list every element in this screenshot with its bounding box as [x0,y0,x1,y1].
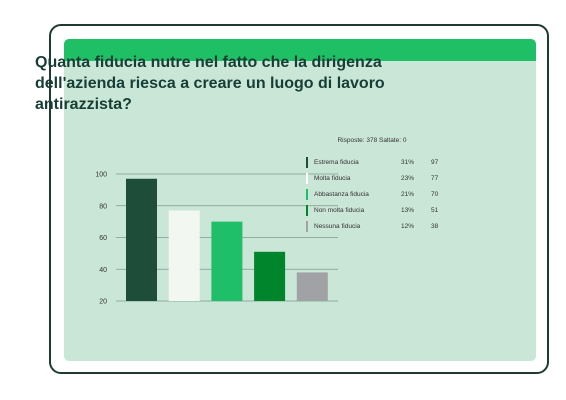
y-tick-label: 40 [99,267,107,274]
legend-row: Non molta fiducia 13% 51 [306,204,456,220]
legend-row: Estrema fiducia 31% 97 [306,156,456,172]
y-tick-label: 100 [95,172,107,179]
legend-label: Estrema fiducia [314,159,359,166]
y-tick-label: 60 [99,235,107,242]
legend: Risposte: 378 Saltate: 0 Estrema fiducia… [306,137,456,236]
legend-label: Non molta fiducia [314,207,365,214]
bar[interactable] [168,210,200,301]
legend-count: 51 [431,207,439,214]
legend-swatch [306,205,308,216]
card-header-bar [64,39,536,61]
legend-percentage: 23% [401,175,415,182]
legend-row: Abbastanza fiducia 21% 70 [306,188,456,204]
legend-count: 97 [431,159,439,166]
legend-label: Abbastanza fiducia [314,191,369,198]
bar[interactable] [211,221,243,301]
legend-count: 38 [431,223,439,230]
bar[interactable] [126,178,157,301]
legend-percentage: 12% [401,223,415,230]
legend-count: 77 [431,175,439,182]
question-title: Quanta fiducia nutre nel fatto che la di… [35,54,385,113]
bar[interactable] [254,251,286,301]
bar[interactable] [296,272,328,301]
legend-percentage: 21% [401,191,415,198]
legend-row: Nessuna fiducia 12% 38 [306,220,456,236]
legend-swatch [306,157,308,168]
legend-percentage: 13% [401,207,415,214]
legend-label: Nessuna fiducia [314,223,361,230]
legend-percentage: 31% [401,159,415,166]
legend-swatch [306,173,308,184]
legend-rows: Estrema fiducia 31% 97 Molta fiducia 23% 77 Ab… [306,156,456,236]
y-tick-label: 20 [99,299,107,306]
legend-label: Molta fiducia [314,175,351,182]
response-summary: Risposte: 378 Saltate: 0 [337,137,407,144]
legend-swatch [306,189,308,200]
legend-count: 70 [431,191,439,198]
legend-row: Molta fiducia 23% 77 [306,172,456,188]
y-tick-label: 80 [99,203,107,210]
legend-swatch [306,221,308,232]
